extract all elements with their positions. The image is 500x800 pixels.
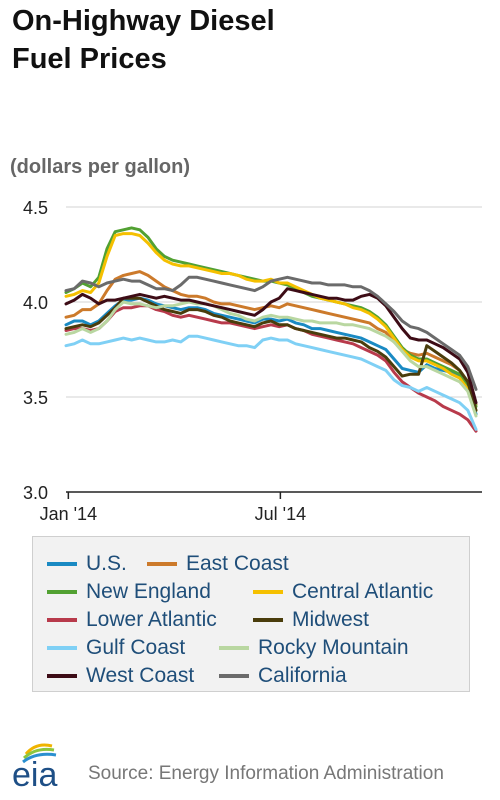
legend-swatch bbox=[47, 590, 77, 594]
legend-item: Lower Atlantic bbox=[47, 606, 217, 634]
logo-arc-yellow bbox=[24, 743, 53, 756]
legend-item: California bbox=[219, 662, 347, 690]
legend-item: Central Atlantic bbox=[253, 578, 433, 606]
legend-item: Midwest bbox=[253, 606, 369, 634]
y-tick-label: 4.0 bbox=[23, 293, 48, 313]
series-line-midwest bbox=[64, 296, 478, 412]
chart-title-line: On-Highway Diesel bbox=[12, 5, 275, 37]
series-line-new-england bbox=[64, 226, 478, 408]
legend-label: West Coast bbox=[86, 664, 195, 687]
legend-swatch bbox=[47, 562, 77, 566]
chart-title-line: Fuel Prices bbox=[12, 43, 167, 75]
legend-item: Rocky Mountain bbox=[219, 634, 409, 662]
logo-text: eia bbox=[12, 756, 57, 794]
legend-item: East Coast bbox=[147, 550, 289, 578]
y-tick-label: 3.5 bbox=[23, 388, 48, 408]
axis-layer: 3.0 3.5 4.0 4.5 Jan '14 Jul '14 bbox=[23, 198, 482, 524]
logo-arc-blue bbox=[22, 752, 57, 764]
legend-swatch bbox=[47, 618, 77, 622]
series-line-gulf-coast bbox=[64, 334, 478, 431]
legend-item: New England bbox=[47, 578, 211, 606]
series-line-central-atlantic bbox=[64, 232, 478, 412]
series-line-west-coast bbox=[64, 287, 478, 405]
series-line-lower-atlantic bbox=[64, 304, 478, 433]
chart-legend: U.S. East Coast New England Central Atlanti… bbox=[32, 536, 470, 692]
footer: eia Source: Energy Information Administr… bbox=[0, 740, 500, 800]
series-line-california bbox=[64, 275, 478, 391]
source-credit: Source: Energy Information Administratio… bbox=[88, 763, 444, 784]
legend-item: Gulf Coast bbox=[47, 634, 185, 662]
legend-swatch bbox=[253, 618, 283, 622]
legend-item: U.S. bbox=[47, 550, 127, 578]
chart-title: On-Highway Diesel Fuel Prices bbox=[12, 2, 275, 78]
legend-swatch bbox=[47, 646, 77, 650]
y-axis-units-label: (dollars per gallon) bbox=[10, 156, 191, 178]
legend-label: East Coast bbox=[186, 552, 289, 575]
legend-label: Gulf Coast bbox=[86, 636, 186, 659]
legend-swatch bbox=[147, 562, 177, 566]
y-tick-label: 3.0 bbox=[23, 483, 48, 503]
legend-label: Lower Atlantic bbox=[86, 608, 217, 631]
legend-label: Central Atlantic bbox=[292, 580, 434, 603]
legend-swatch bbox=[253, 590, 283, 594]
legend-label: U.S. bbox=[86, 552, 127, 575]
series-line-rocky-mountain bbox=[64, 300, 478, 418]
y-tick-label: 4.5 bbox=[23, 198, 48, 218]
legend-item: West Coast bbox=[47, 662, 194, 690]
series-layer bbox=[64, 226, 478, 433]
legend-label: Rocky Mountain bbox=[258, 636, 409, 659]
eia-logo: eia bbox=[12, 743, 57, 794]
legend-swatch bbox=[47, 674, 77, 678]
x-tick-label: Jan '14 bbox=[40, 504, 97, 524]
line-chart: 3.0 3.5 4.0 4.5 Jan '14 Jul '14 bbox=[23, 198, 482, 524]
legend-swatch bbox=[219, 646, 249, 650]
legend-label: New England bbox=[86, 580, 211, 603]
x-tick-label: Jul '14 bbox=[255, 504, 306, 524]
legend-label: California bbox=[258, 664, 347, 687]
legend-label: Midwest bbox=[292, 608, 370, 631]
legend-swatch bbox=[219, 674, 249, 678]
logo-arc-green bbox=[22, 747, 55, 760]
